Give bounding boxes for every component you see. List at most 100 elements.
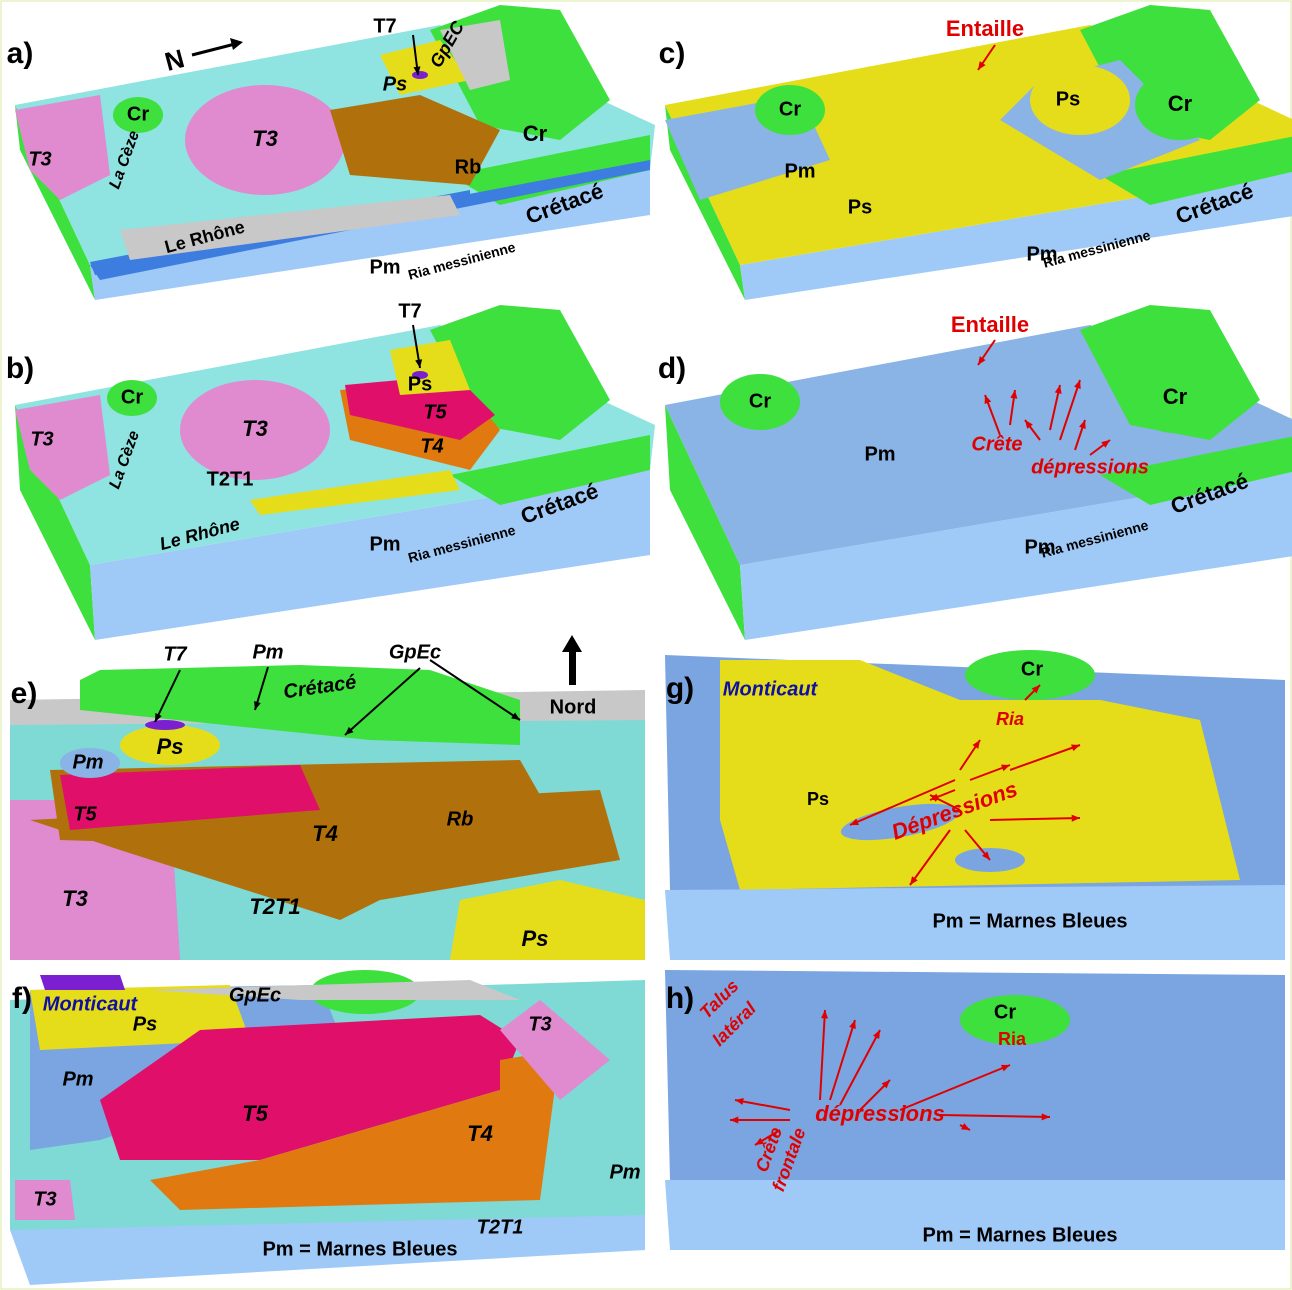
arrow (1059, 379, 1081, 441)
map-label: Pm = Marnes Bleues (922, 1224, 1117, 1246)
map-label: T7 (398, 300, 421, 322)
arrow (909, 829, 951, 886)
terrain (1130, 363, 1220, 433)
map-label: Rb (455, 156, 482, 178)
terrain (15, 395, 110, 500)
map-label: T7 (373, 15, 396, 37)
terrain (120, 725, 220, 765)
terrain (345, 375, 495, 440)
panel-label: b) (6, 352, 34, 385)
arrow-head (982, 851, 990, 860)
arrow (429, 659, 521, 721)
arrow (939, 1114, 1051, 1118)
arrow-head (849, 1020, 856, 1029)
terrain (440, 20, 510, 90)
arrow-head (415, 359, 423, 368)
map-label: T3 (33, 1188, 56, 1210)
arrow-head (1074, 380, 1081, 389)
map-label: dépressions (1031, 456, 1149, 478)
terrain (185, 85, 345, 195)
terrain (107, 380, 157, 416)
map-label: Ps (408, 373, 432, 395)
terrain (113, 97, 163, 133)
arrow-head (961, 1123, 970, 1130)
terrain (412, 371, 428, 379)
map-label: Ps (522, 926, 549, 951)
map-label: Pm (1026, 243, 1057, 265)
map-label: Nord (550, 696, 597, 718)
map-label: T2T1 (249, 894, 300, 919)
map-label: T5 (423, 401, 447, 423)
map-label: Pm (369, 533, 400, 555)
map-label: Pm (62, 1068, 93, 1090)
terrain (665, 885, 1285, 960)
map-label: T3 (242, 416, 268, 441)
map-label: Ps (1056, 88, 1080, 110)
terrain (80, 665, 520, 745)
arrow (989, 817, 1081, 821)
arrow-head (155, 713, 162, 722)
map-label: Cr (749, 390, 771, 412)
arrow-head (1071, 814, 1080, 822)
map-label: Rb (447, 808, 474, 830)
arrow-head (345, 726, 354, 735)
arrow-head (984, 395, 992, 404)
map-label: dépressions (815, 1101, 945, 1126)
panel-label: c) (659, 37, 686, 70)
arrow-head (930, 795, 939, 802)
arrow-head (1001, 764, 1010, 772)
terrain (1135, 70, 1225, 140)
terrain (412, 71, 428, 79)
arrow (154, 669, 181, 723)
arrow-head (978, 61, 986, 70)
arrow-head (1025, 420, 1033, 429)
map-label: T2T1 (207, 468, 254, 490)
map-label: Monticaut (43, 993, 139, 1015)
map-label: Ria (996, 709, 1024, 729)
map-label: GpEc (229, 984, 281, 1006)
map-label: Pm (609, 1161, 640, 1183)
terrain (740, 471, 1292, 640)
map-label: Pm (864, 443, 895, 465)
map-label: Cr (1021, 658, 1043, 680)
arrow (899, 1064, 1011, 1111)
terrain (390, 340, 470, 395)
map-label: Pm (1024, 536, 1055, 558)
map-label: Cr (523, 121, 548, 146)
arrow-head (1054, 385, 1062, 394)
terrain (15, 1180, 75, 1220)
terrain (965, 650, 1095, 700)
arrow-head (978, 356, 986, 365)
map-label: Ps (383, 73, 407, 95)
arrow-head (1041, 1113, 1050, 1121)
terrain (665, 1180, 1285, 1250)
map-label: Cr (1163, 384, 1188, 409)
map-label: T7 (163, 643, 187, 665)
arrow-head (735, 1098, 744, 1105)
terrain (1100, 136, 1292, 205)
arrow-head (1079, 420, 1086, 429)
map-label: T5 (242, 1101, 268, 1126)
terrain (145, 720, 185, 730)
map-label: T3 (528, 1013, 551, 1035)
map-label: Ps (157, 734, 184, 759)
map-label: T4 (420, 435, 443, 457)
arrow (829, 1019, 856, 1101)
terrain (450, 880, 645, 960)
map-label: Pm = Marnes Bleues (932, 910, 1127, 932)
block-diagrams (10, 5, 1292, 1285)
map-label: Monticaut (723, 678, 819, 700)
terrain (90, 470, 650, 640)
panel-label: d) (658, 352, 686, 385)
map-label: Crête (971, 433, 1022, 455)
arrow-head (730, 1116, 739, 1124)
terrain (120, 195, 460, 260)
terrain (60, 765, 320, 830)
arrow-head (1101, 440, 1110, 448)
map-label: Pm (369, 256, 400, 278)
arrow-head (972, 740, 980, 749)
terrain (840, 803, 960, 841)
map-label: T3 (252, 126, 278, 151)
map-label: T3 (62, 886, 88, 911)
nord-arrow-head (562, 635, 582, 652)
